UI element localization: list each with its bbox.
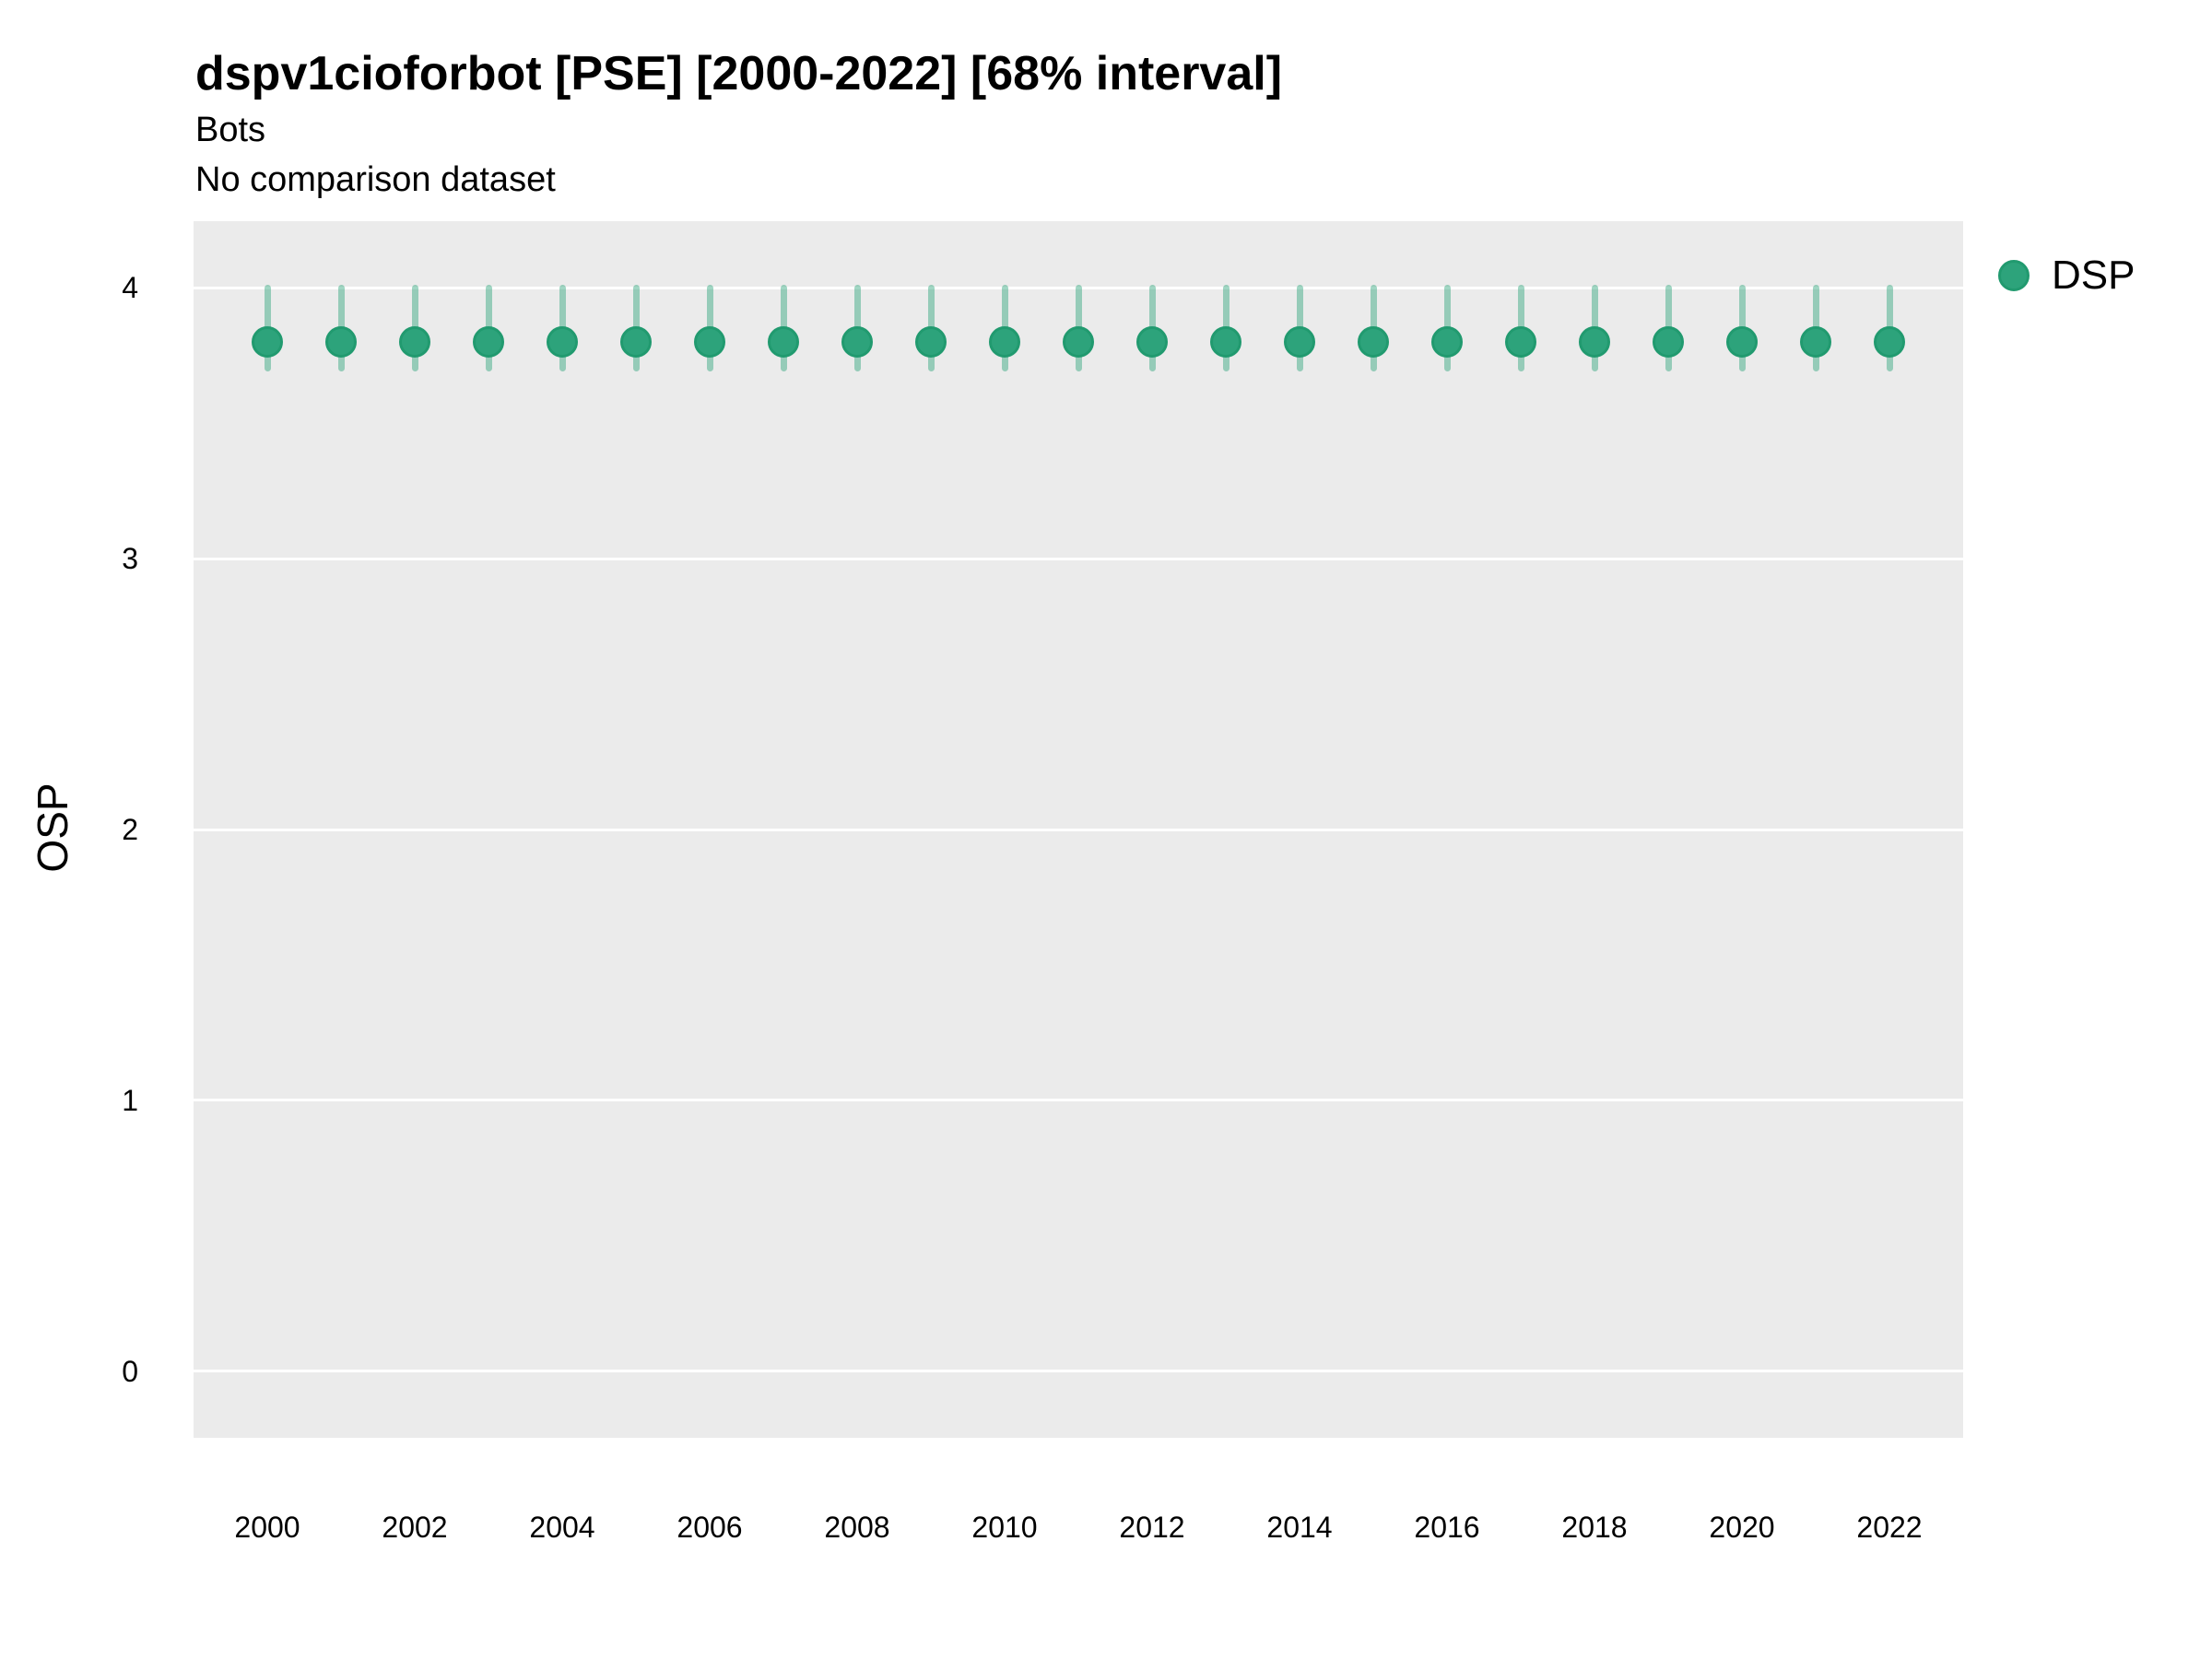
legend-dsp-swatch-icon <box>1998 260 2030 291</box>
gridline-y-4 <box>194 286 1963 289</box>
point-marker-2001 <box>325 325 357 358</box>
x-tick-label: 2010 <box>971 1511 1038 1544</box>
legend-dsp-label: DSP <box>2052 253 2136 298</box>
point-marker-2013 <box>1210 325 1241 358</box>
point-marker-2002 <box>399 325 430 358</box>
x-tick-label: 2022 <box>1856 1511 1923 1544</box>
point-marker-2000 <box>252 325 283 358</box>
x-tick-label: 2008 <box>824 1511 890 1544</box>
point-marker-2014 <box>1284 325 1315 358</box>
x-tick-label: 2004 <box>529 1511 595 1544</box>
point-marker-2003 <box>473 325 504 358</box>
point-marker-2020 <box>1726 325 1758 358</box>
x-tick-label: 2000 <box>234 1511 300 1544</box>
point-marker-2016 <box>1431 325 1463 358</box>
x-tick-label: 2016 <box>1414 1511 1480 1544</box>
point-marker-2019 <box>1653 325 1684 358</box>
point-marker-2018 <box>1579 325 1610 358</box>
point-marker-2017 <box>1505 325 1536 358</box>
y-tick-label: 2 <box>122 813 138 846</box>
chart-title: dspv1cioforbot [PSE] [2000-2022] [68% in… <box>195 47 1283 100</box>
point-marker-2009 <box>915 325 947 358</box>
point-marker-2022 <box>1874 325 1905 358</box>
point-marker-2004 <box>547 325 578 358</box>
y-tick-label: 0 <box>122 1354 138 1388</box>
x-tick-label: 2006 <box>677 1511 743 1544</box>
point-marker-2021 <box>1800 325 1831 358</box>
y-tick-label: 4 <box>122 271 138 305</box>
gridline-y-2 <box>194 828 1963 831</box>
chart-comparison-note: No comparison dataset <box>195 160 556 199</box>
point-marker-2010 <box>989 325 1020 358</box>
x-tick-label: 2020 <box>1709 1511 1775 1544</box>
x-tick-label: 2002 <box>382 1511 448 1544</box>
y-tick-label: 1 <box>122 1083 138 1117</box>
point-marker-2015 <box>1358 325 1389 358</box>
gridline-y-3 <box>194 557 1963 560</box>
chart-subtitle: Bots <box>195 111 266 149</box>
point-marker-2012 <box>1136 325 1168 358</box>
point-marker-2011 <box>1063 325 1094 358</box>
y-tick-label: 3 <box>122 542 138 575</box>
gridline-y-1 <box>194 1099 1963 1102</box>
plot-panel <box>194 221 1963 1438</box>
point-marker-2006 <box>694 325 725 358</box>
x-tick-label: 2018 <box>1561 1511 1628 1544</box>
x-tick-label: 2012 <box>1119 1511 1185 1544</box>
point-marker-2007 <box>768 325 799 358</box>
gridline-y-0 <box>194 1370 1963 1373</box>
x-tick-label: 2014 <box>1266 1511 1333 1544</box>
point-marker-2008 <box>841 325 873 358</box>
point-marker-2005 <box>620 325 652 358</box>
